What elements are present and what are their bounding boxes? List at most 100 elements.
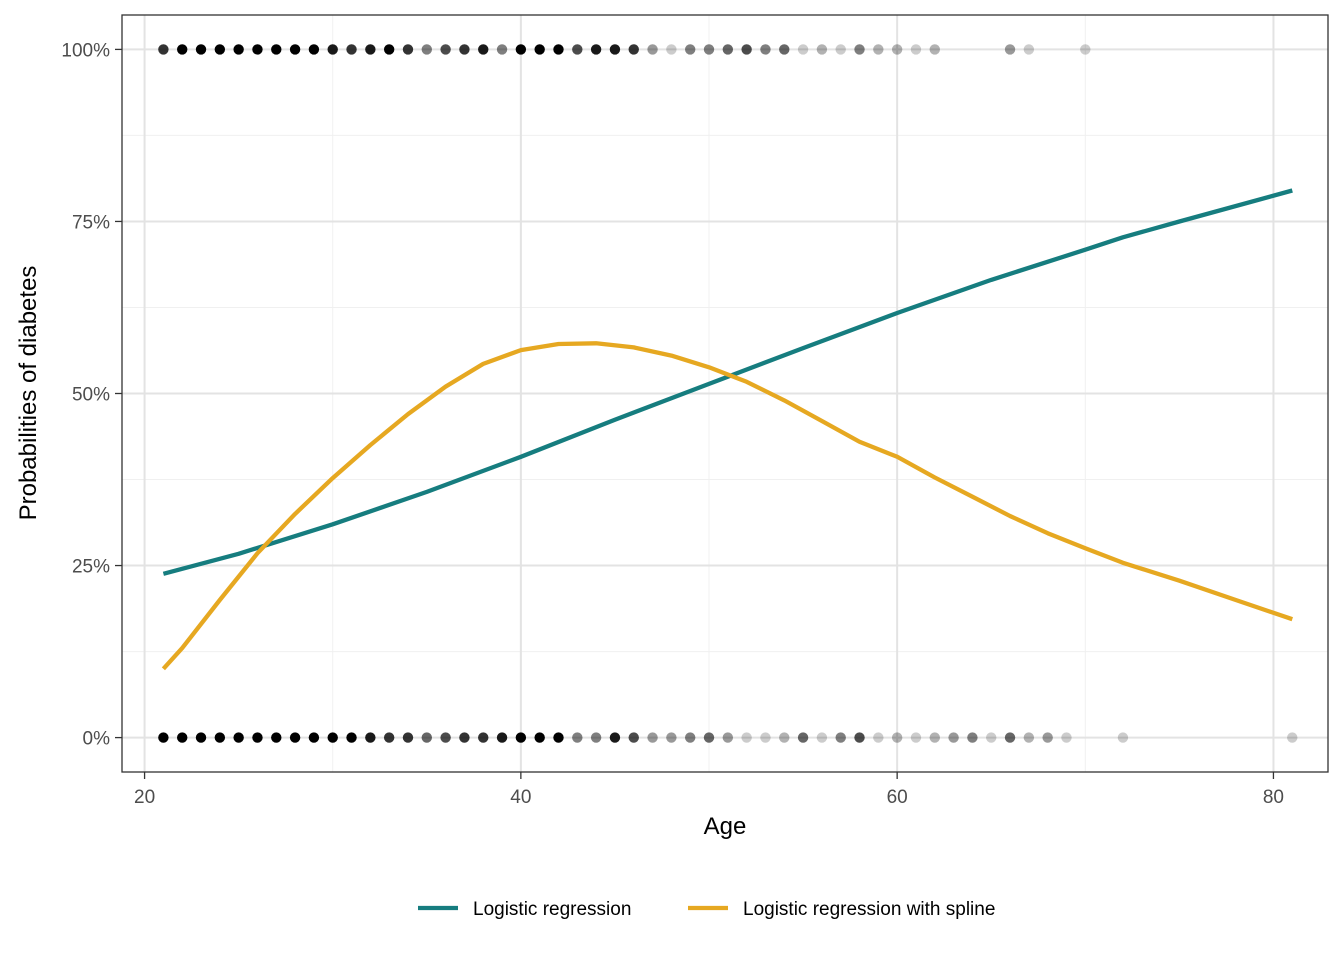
point-diabetes-no <box>1117 732 1129 743</box>
point-diabetes-no <box>572 732 583 743</box>
point-diabetes-no <box>515 732 527 743</box>
point-diabetes-yes <box>816 44 828 55</box>
point-diabetes-no <box>986 732 997 743</box>
point-diabetes-yes <box>214 44 226 55</box>
point-diabetes-yes <box>722 44 734 55</box>
point-diabetes-yes <box>741 44 752 55</box>
point-diabetes-no <box>854 732 865 743</box>
point-diabetes-no <box>1042 732 1053 743</box>
grid <box>122 15 1328 772</box>
point-diabetes-no <box>195 732 207 743</box>
legend-label-1: Logistic regression <box>473 899 631 920</box>
point-diabetes-yes <box>496 44 508 55</box>
point-diabetes-no <box>308 732 320 743</box>
point-diabetes-yes <box>233 44 244 55</box>
point-diabetes-no <box>327 732 338 743</box>
point-diabetes-no <box>1287 732 1298 743</box>
point-diabetes-no <box>383 732 395 743</box>
point-diabetes-yes <box>609 44 621 55</box>
point-diabetes-yes <box>252 44 263 55</box>
point-diabetes-no <box>929 732 940 743</box>
point-diabetes-no <box>252 732 263 743</box>
y-tick-label: 0% <box>83 729 111 750</box>
axes: 0% 25% 50% 75% 100% 20 40 60 80 <box>61 40 1284 808</box>
point-diabetes-yes <box>590 44 602 55</box>
point-diabetes-no <box>590 732 602 743</box>
point-diabetes-no <box>402 732 414 743</box>
point-diabetes-no <box>478 732 489 743</box>
point-diabetes-no <box>214 732 226 743</box>
point-diabetes-no <box>1004 732 1016 743</box>
data-points <box>158 44 1298 743</box>
x-tick-label: 40 <box>510 787 531 808</box>
y-tick-label: 50% <box>72 385 110 406</box>
point-diabetes-yes <box>383 44 395 55</box>
point-diabetes-yes <box>177 44 188 55</box>
point-diabetes-yes <box>327 44 338 55</box>
point-diabetes-no <box>891 732 903 743</box>
point-diabetes-no <box>703 732 715 743</box>
point-diabetes-no <box>647 732 658 743</box>
point-diabetes-yes <box>854 44 865 55</box>
point-diabetes-yes <box>779 44 790 55</box>
point-diabetes-no <box>271 732 282 743</box>
point-diabetes-yes <box>289 44 301 55</box>
point-diabetes-no <box>289 732 301 743</box>
y-axis-title: Probabilities of diabetes <box>15 266 42 521</box>
point-diabetes-no <box>910 732 922 743</box>
point-diabetes-no <box>797 732 809 743</box>
point-diabetes-yes <box>891 44 903 55</box>
point-diabetes-yes <box>459 44 470 55</box>
y-tick-label: 25% <box>72 557 110 578</box>
point-diabetes-yes <box>1004 44 1016 55</box>
y-tick-label: 75% <box>72 212 110 233</box>
point-diabetes-no <box>459 732 470 743</box>
series-line-1 <box>162 188 1293 576</box>
series-lines <box>161 188 1293 671</box>
point-diabetes-no <box>158 732 169 743</box>
point-diabetes-yes <box>1023 44 1035 55</box>
point-diabetes-no <box>365 732 376 743</box>
point-diabetes-no <box>233 732 244 743</box>
point-diabetes-no <box>1061 732 1072 743</box>
point-diabetes-no <box>421 732 432 743</box>
point-diabetes-yes <box>421 44 432 55</box>
point-diabetes-no <box>177 732 188 743</box>
point-diabetes-yes <box>835 44 846 55</box>
point-diabetes-no <box>967 732 978 743</box>
point-diabetes-no <box>684 732 696 743</box>
point-diabetes-no <box>948 732 959 743</box>
point-diabetes-yes <box>929 44 940 55</box>
point-diabetes-no <box>741 732 752 743</box>
point-diabetes-yes <box>440 44 451 55</box>
point-diabetes-yes <box>628 44 639 55</box>
x-tick-label: 60 <box>887 787 908 808</box>
point-diabetes-no <box>835 732 846 743</box>
point-diabetes-no <box>779 732 790 743</box>
point-diabetes-no <box>534 732 545 743</box>
point-diabetes-yes <box>797 44 809 55</box>
x-axis-title: Age <box>704 813 747 840</box>
legend-label-2: Logistic regression with spline <box>743 899 995 920</box>
point-diabetes-yes <box>271 44 282 55</box>
point-diabetes-yes <box>534 44 545 55</box>
point-diabetes-yes <box>365 44 376 55</box>
point-diabetes-no <box>1023 732 1035 743</box>
point-diabetes-yes <box>910 44 922 55</box>
point-diabetes-no <box>553 732 564 743</box>
point-diabetes-yes <box>572 44 583 55</box>
point-diabetes-yes <box>195 44 207 55</box>
point-diabetes-yes <box>553 44 564 55</box>
x-tick-label: 80 <box>1263 787 1284 808</box>
point-diabetes-yes <box>158 44 169 55</box>
point-diabetes-yes <box>478 44 489 55</box>
point-diabetes-yes <box>647 44 658 55</box>
point-diabetes-yes <box>873 44 884 55</box>
legend: Logistic regression Logistic regression w… <box>418 899 995 920</box>
point-diabetes-yes <box>1080 44 1091 55</box>
point-diabetes-no <box>760 732 771 743</box>
point-diabetes-no <box>609 732 621 743</box>
point-diabetes-no <box>346 732 357 743</box>
point-diabetes-no <box>496 732 508 743</box>
point-diabetes-yes <box>515 44 527 55</box>
